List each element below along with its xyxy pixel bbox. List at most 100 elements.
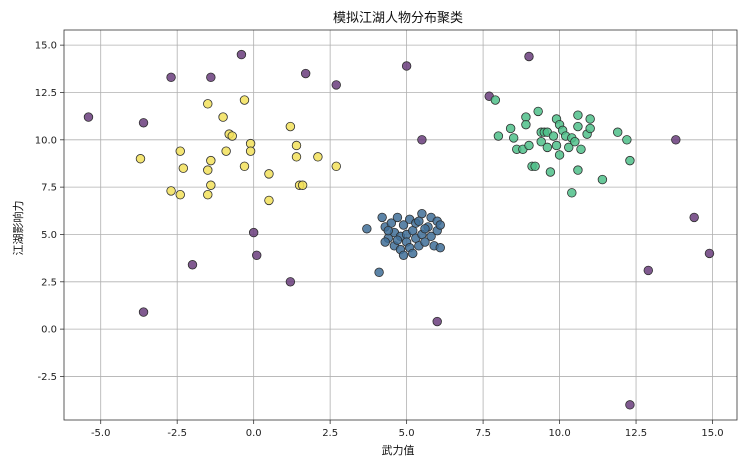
data-point-green [551,140,562,151]
data-point-green [490,95,501,105]
data-point-green [542,142,553,153]
data-point-blue [377,212,387,223]
data-point-green [585,114,595,124]
data-point-blue [408,248,418,259]
data-point-yellow [245,146,256,156]
data-point-outlier [625,400,635,410]
data-point-yellow [166,186,176,196]
data-points [83,49,715,410]
data-point-blue [374,267,384,278]
data-point-blue [426,231,436,242]
data-point-yellow [291,140,302,151]
data-point-blue [414,216,424,226]
x-tick-label: 2.5 [322,428,338,439]
data-point-blue [362,224,372,234]
data-point-outlier [187,260,198,270]
data-point-green [545,167,556,177]
x-tick-label: 0.0 [246,428,262,439]
data-point-outlier [236,49,247,60]
data-point-green [521,119,531,130]
plot-frame [63,29,738,421]
data-point-yellow [331,161,341,172]
data-point-outlier [138,118,149,128]
data-point-blue [435,220,445,230]
data-point-yellow [221,146,231,156]
x-tick-label: 10.0 [548,428,570,439]
data-point-yellow [291,152,302,162]
data-point-blue [398,250,409,260]
data-point-blue [398,220,409,230]
x-tick-label: 7.5 [475,428,491,439]
data-point-yellow [264,195,274,206]
y-tick-label: 5.0 [41,230,57,241]
data-point-yellow [218,112,228,122]
data-point-outlier [643,265,653,276]
data-point-yellow [239,95,250,105]
data-point-outlier [166,72,176,83]
data-point-outlier [285,277,296,287]
data-point-blue [420,224,430,234]
data-point-outlier [300,68,311,79]
x-tick-label: -2.5 [167,428,187,439]
data-point-blue [383,225,393,236]
data-point-yellow [264,169,274,179]
axis-ticks: -5.0 -2.5 0.0 2.5 5.0 7.5 10.0 12.5 15.0 -2.5 0.0 2… [35,41,724,439]
y-tick-label: 7.5 [41,183,57,194]
data-point-outlier [83,112,94,122]
data-point-outlier [331,80,341,90]
x-tick-label: 5.0 [399,428,415,439]
data-point-outlier [252,250,262,260]
data-point-green [585,123,595,134]
data-point-outlier [671,135,681,145]
data-point-blue [420,237,430,247]
data-point-green [508,133,519,143]
data-point-yellow [313,152,323,162]
data-point-outlier [704,248,715,259]
data-point-green [564,142,574,153]
data-point-yellow [227,131,237,141]
data-point-green [567,188,577,198]
data-point-outlier [138,307,149,317]
x-tick-label: 15.0 [701,428,723,439]
data-point-green [625,155,635,166]
data-point-green [597,174,608,185]
data-point-yellow [206,155,216,166]
data-point-yellow [203,99,213,109]
data-point-outlier [248,227,259,238]
data-point-blue [392,235,403,245]
data-point-green [530,161,540,172]
y-axis-title: 江湖影响力 [12,201,25,256]
data-point-green [493,131,504,141]
data-point-blue [435,243,445,253]
data-point-outlier [206,72,216,83]
data-point-green [576,144,586,154]
data-point-green [524,140,534,151]
x-tick-label: -5.0 [91,428,111,439]
data-point-green [612,127,623,137]
chart-title: 模拟江湖人物分布聚类 [333,11,463,26]
data-point-outlier [689,212,699,223]
data-point-green [548,131,559,141]
data-point-outlier [524,51,534,62]
data-point-green [573,121,583,132]
data-point-green [570,136,580,147]
data-point-yellow [203,165,213,175]
y-tick-label: 15.0 [35,41,57,52]
data-point-outlier [432,316,442,327]
data-point-yellow [178,163,189,173]
y-tick-label: 10.0 [35,135,57,146]
data-point-blue [392,212,403,223]
data-point-green [622,135,632,145]
x-tick-label: 12.5 [625,428,647,439]
y-tick-label: 12.5 [35,88,57,99]
x-axis-title: 武力值 [382,444,415,457]
y-tick-label: -2.5 [37,372,57,383]
data-point-yellow [135,154,146,164]
data-point-blue [380,237,390,247]
data-point-green [505,123,516,134]
data-point-outlier [401,61,412,71]
data-point-green [533,106,543,117]
data-point-outlier [417,135,427,145]
